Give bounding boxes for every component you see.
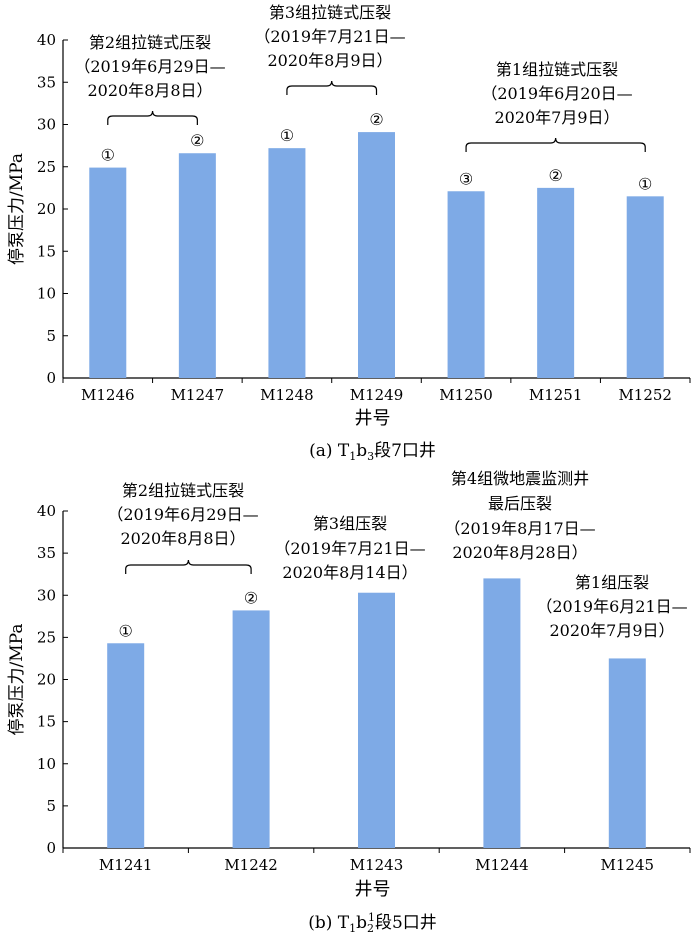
y-tick-label: 35	[37, 73, 56, 91]
y-tick-label: 30	[37, 586, 56, 604]
bar-mark: ②	[369, 110, 383, 129]
bar	[447, 191, 485, 378]
annotation-text: 2020年8月14日）	[282, 563, 417, 582]
chart-caption: (b) T1b21段5口井	[308, 911, 437, 935]
y-tick-label: 25	[37, 158, 56, 176]
bar	[537, 187, 575, 378]
annotation-text: 第1组压裂	[575, 573, 649, 592]
y-tick-label: 40	[37, 31, 56, 49]
chart-caption: (a) T1b3段7口井	[309, 441, 436, 463]
y-tick-label: 5	[46, 327, 56, 345]
bar-mark: ①	[280, 126, 294, 145]
annotation-text: （2019年6月29日—	[107, 505, 258, 524]
annotation-text: （2019年8月17日—	[444, 519, 595, 538]
bar	[608, 658, 646, 848]
annotation-text: 2020年7月9日）	[494, 108, 619, 127]
x-tick-label: M1241	[99, 856, 153, 874]
bar	[358, 132, 395, 378]
x-axis-label: 井号	[355, 879, 391, 900]
chart-a: 0 5 10 15 20 25 30 35 40 M1246 ① M1247 ② M1248 ① M1249 ②…	[7, 3, 691, 463]
annotation-text: 2020年8月8日）	[120, 529, 245, 548]
bar-mark: ②	[548, 166, 562, 185]
y-axis-label: 停泵压力/MPa	[7, 153, 27, 265]
bar	[358, 592, 395, 848]
bar-mark: ②	[190, 131, 204, 150]
x-tick-label: M1243	[350, 856, 404, 874]
y-tick-label: 30	[37, 116, 56, 134]
x-tick-label: M1249	[350, 386, 404, 404]
bar	[483, 578, 521, 848]
bar-mark: ①	[119, 621, 133, 640]
annotation-text: （2019年7月21日—	[254, 27, 405, 46]
annotation-bracket	[286, 80, 378, 95]
annotation-text: 第3组压裂	[313, 514, 387, 533]
bar	[232, 610, 270, 848]
bar	[178, 153, 216, 378]
y-tick-label: 25	[37, 628, 56, 646]
annotation-text: 第2组拉链式压裂	[122, 481, 244, 500]
bar	[626, 196, 664, 378]
y-tick-label: 20	[37, 671, 56, 689]
x-tick-label: M1246	[81, 386, 135, 404]
x-tick-label: M1242	[224, 856, 278, 874]
annotation-text: 最后压裂	[488, 494, 552, 513]
annotation-text: 2020年8月28日）	[452, 543, 587, 562]
y-tick-label: 20	[37, 200, 56, 218]
annotation-text: （2019年7月21日—	[274, 539, 425, 558]
annotation-bracket	[465, 137, 646, 152]
y-tick-label: 10	[37, 755, 56, 773]
annotation-text: 2020年8月8日）	[87, 81, 212, 100]
annotation-text: （2019年6月21日—	[536, 597, 687, 616]
annotation-text: 2020年7月9日）	[549, 621, 674, 640]
y-tick-label: 35	[37, 544, 56, 562]
bar-mark: ③	[459, 169, 473, 188]
x-tick-label: M1250	[439, 386, 493, 404]
bar-mark: ②	[244, 588, 258, 607]
annotation-text: （2019年6月20日—	[481, 84, 632, 103]
bar	[268, 148, 306, 378]
y-tick-label: 10	[37, 285, 56, 303]
y-tick-label: 5	[46, 797, 56, 815]
bar-mark: ①	[638, 174, 652, 193]
bar-mark: ①	[101, 146, 115, 165]
x-tick-label: M1252	[618, 386, 672, 404]
annotation-text: 2020年8月9日）	[267, 51, 392, 70]
bar	[89, 167, 127, 378]
y-tick-label: 0	[46, 839, 56, 857]
x-tick-label: M1245	[601, 856, 655, 874]
annotation-text: 第4组微地震监测井	[451, 469, 589, 488]
annotation-text: 第3组拉链式压裂	[269, 3, 391, 22]
y-axis-label: 停泵压力/MPa	[7, 624, 27, 736]
annotation-text: （2019年6月29日—	[74, 57, 225, 76]
x-tick-label: M1247	[171, 386, 225, 404]
x-tick-label: M1244	[475, 856, 529, 874]
chart-b: 0 5 10 15 20 25 30 35 40 M1241 ① M1242 ② M1243 M1244 M1…	[7, 469, 691, 935]
x-tick-label: M1248	[260, 386, 314, 404]
x-tick-label: M1251	[529, 386, 583, 404]
annotation-bracket	[107, 110, 198, 125]
y-tick-label: 15	[37, 713, 56, 731]
y-tick-label: 15	[37, 242, 56, 260]
annotation-text: 第2组拉链式压裂	[89, 33, 211, 52]
annotation-text: 第1组拉链式压裂	[496, 60, 618, 79]
x-axis-label: 井号	[355, 408, 391, 429]
y-tick-label: 0	[46, 369, 56, 387]
bar	[107, 643, 145, 848]
y-tick-label: 40	[37, 502, 56, 520]
annotation-bracket	[125, 559, 252, 574]
